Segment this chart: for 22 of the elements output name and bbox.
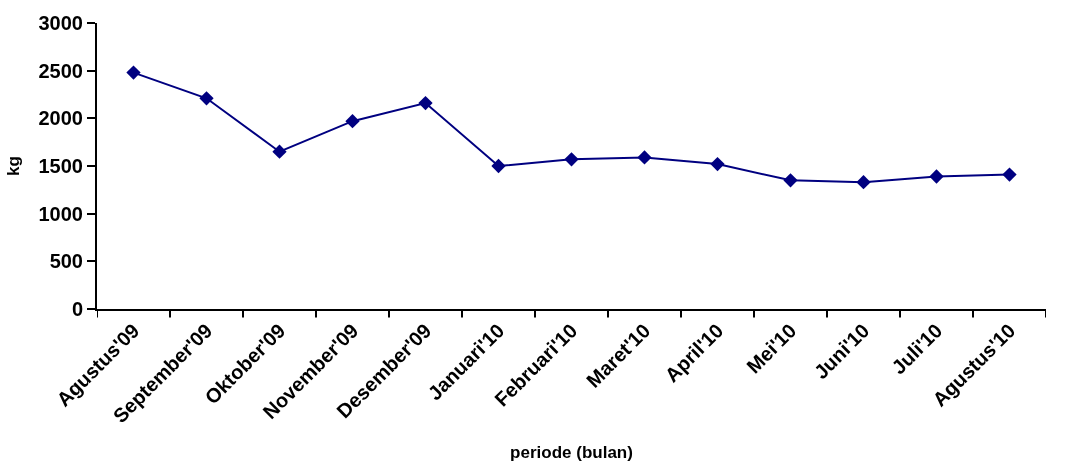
y-tick-label: 1000 bbox=[38, 202, 83, 225]
point bbox=[783, 173, 798, 188]
point bbox=[929, 169, 944, 184]
y-tick-label: 500 bbox=[49, 250, 83, 273]
point bbox=[272, 144, 287, 159]
y-tick-label: 2500 bbox=[38, 59, 83, 82]
y-axis-title: kg bbox=[3, 156, 23, 176]
point bbox=[418, 95, 433, 111]
x-axis-title: periode (bulan) bbox=[510, 442, 633, 462]
point bbox=[126, 65, 141, 80]
point bbox=[491, 158, 506, 174]
point bbox=[345, 114, 360, 129]
y-tick-label: 2000 bbox=[38, 107, 83, 130]
point bbox=[856, 175, 871, 190]
y-tick-label: 3000 bbox=[38, 12, 83, 34]
y-tick-label: 0 bbox=[71, 298, 83, 320]
y-tick-label: 1500 bbox=[38, 155, 83, 177]
point bbox=[637, 150, 652, 165]
point bbox=[199, 91, 214, 106]
point bbox=[710, 156, 725, 172]
point bbox=[1002, 167, 1017, 182]
point bbox=[564, 152, 579, 167]
